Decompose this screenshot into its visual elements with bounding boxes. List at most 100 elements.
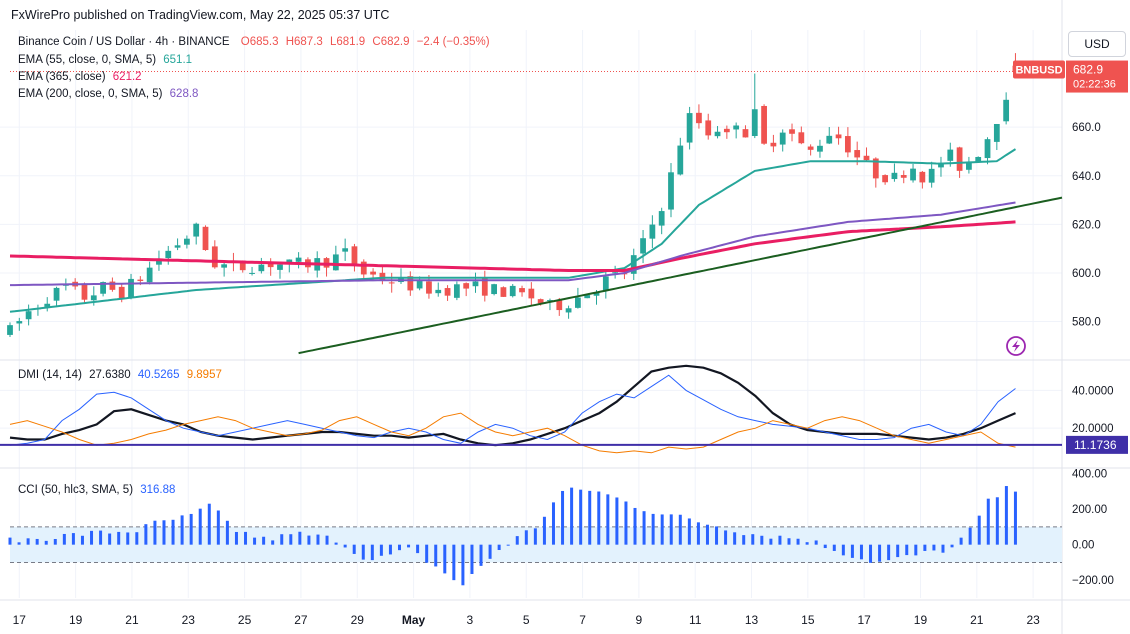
candle-body xyxy=(444,288,451,296)
candle-body xyxy=(733,125,740,130)
candle-body xyxy=(686,113,693,143)
candle-body xyxy=(658,211,665,226)
cci-bar xyxy=(180,515,184,545)
candle-body xyxy=(565,308,572,313)
time-tick: 15 xyxy=(801,613,815,627)
price-tick: 660.0 xyxy=(1072,122,1101,134)
cci-bar xyxy=(660,514,664,545)
candle-body xyxy=(426,281,432,294)
candle-body xyxy=(528,288,535,299)
cci-bar xyxy=(995,497,999,545)
cci-bar xyxy=(17,542,21,545)
candle-body xyxy=(379,272,386,281)
cci-bar xyxy=(905,544,909,556)
candle-body xyxy=(277,264,283,270)
candle-body xyxy=(183,238,190,245)
candle-body xyxy=(835,134,842,139)
candle-body xyxy=(723,128,730,133)
candle-body xyxy=(993,123,1000,142)
cci-bar xyxy=(742,535,746,545)
time-tick: 19 xyxy=(914,613,928,627)
candle-body xyxy=(742,129,749,138)
ema55-line xyxy=(9,148,1017,313)
candle-body xyxy=(826,135,833,144)
cci-tick: 400.00 xyxy=(1072,469,1107,481)
candle-body xyxy=(165,250,172,259)
candle-body xyxy=(463,283,470,289)
cci-bar xyxy=(470,544,474,574)
candle-body xyxy=(174,245,181,248)
cci-bar xyxy=(117,531,121,545)
candle-body xyxy=(928,168,935,183)
legend-dmi-label: DMI (14, 14) xyxy=(18,369,82,381)
legend-ema55[interactable]: EMA (55, close, 0, SMA, 5) 651.1 xyxy=(18,54,192,66)
cci-bar xyxy=(189,513,193,545)
legend-ema200-value: 628.8 xyxy=(169,88,199,100)
cci-bar xyxy=(316,534,320,545)
candle-body xyxy=(342,248,349,252)
cci-bar xyxy=(443,544,447,574)
cci-bar xyxy=(207,503,211,545)
cci-bar xyxy=(678,514,682,545)
adx-line xyxy=(9,364,1016,447)
candle-body xyxy=(751,109,758,137)
cci-bar xyxy=(397,544,401,551)
cci-bar xyxy=(298,531,302,545)
currency-button[interactable]: USD xyxy=(1068,31,1126,57)
candle-body xyxy=(509,285,516,297)
cci-bar xyxy=(814,540,818,545)
candle-body xyxy=(472,281,479,287)
cci-bar xyxy=(8,537,12,545)
candle-body xyxy=(863,155,870,161)
candle-body xyxy=(714,131,721,137)
candle-body xyxy=(211,246,218,268)
cci-bar xyxy=(986,498,990,545)
time-tick: 19 xyxy=(69,613,83,627)
candle-body xyxy=(519,288,525,293)
attribution: FxWirePro published on TradingView.com, … xyxy=(11,8,390,22)
cci-bar xyxy=(407,544,411,548)
candle-body xyxy=(453,284,460,298)
cci-bar xyxy=(62,533,66,545)
candle-body xyxy=(975,156,982,163)
cci-bar xyxy=(533,528,537,545)
candle-body xyxy=(584,295,591,299)
cci-bar xyxy=(126,532,130,545)
candle-body xyxy=(705,120,712,136)
legend-ema200[interactable]: EMA (200, close, 0, SMA, 5) 628.8 xyxy=(18,88,198,100)
cci-bar xyxy=(488,544,492,559)
legend-dmi-minus: 9.8957 xyxy=(186,369,222,381)
time-tick: 23 xyxy=(1026,613,1040,627)
candle-body xyxy=(770,142,777,147)
candle-body xyxy=(249,272,255,274)
ohlc-close: C682.9 xyxy=(372,36,410,48)
cci-bar xyxy=(244,531,248,545)
candle-body xyxy=(435,289,442,294)
cci-bar xyxy=(307,535,311,545)
cci-bar xyxy=(869,544,873,563)
cci-bar xyxy=(651,513,655,545)
cci-bar xyxy=(959,537,963,545)
cci-bar xyxy=(524,530,528,545)
time-tick: May xyxy=(402,613,426,627)
cci-bar xyxy=(542,516,546,545)
cci-pane xyxy=(8,486,1062,586)
candle-body xyxy=(696,112,702,124)
candle-body xyxy=(593,292,600,296)
cci-bar xyxy=(171,519,175,545)
legend-cci[interactable]: CCI (50, hlc3, SMA, 5) 316.88 xyxy=(18,484,175,496)
cci-bar xyxy=(1013,491,1017,545)
cci-bar xyxy=(271,540,275,545)
cci-bar xyxy=(850,544,854,558)
ohlc-open: O685.3 xyxy=(240,36,279,48)
legend-dmi[interactable]: DMI (14, 14) 27.6380 40.5265 9.8957 xyxy=(18,369,222,381)
cci-bar xyxy=(361,544,365,560)
cci-bar xyxy=(144,524,148,545)
dmi-level-tag-bg xyxy=(1066,435,1128,454)
candle-body xyxy=(984,139,991,159)
minus-di-line xyxy=(9,412,1016,454)
legend-ema365[interactable]: EMA (365, close) 621.2 xyxy=(18,71,142,83)
ohlc-high: H687.3 xyxy=(285,36,323,48)
cci-bar xyxy=(977,515,981,545)
cci-bar xyxy=(687,518,691,545)
